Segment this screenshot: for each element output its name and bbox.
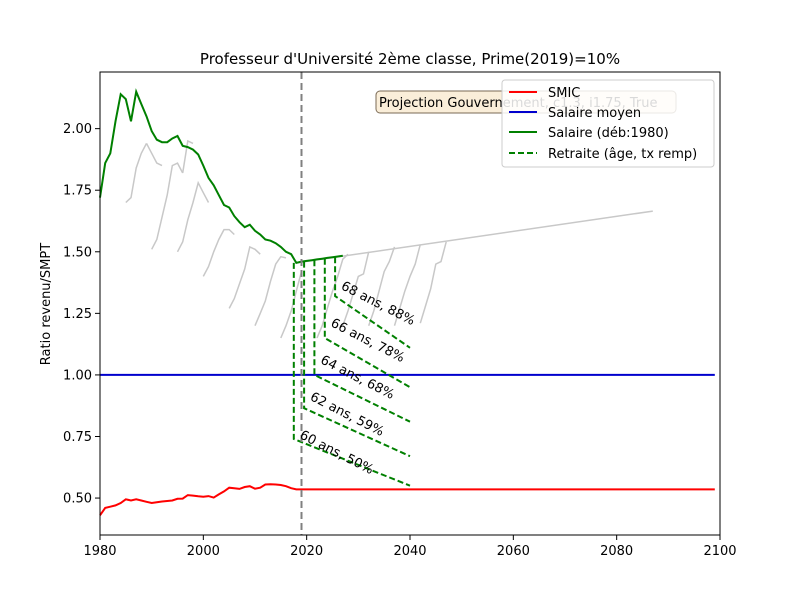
x-axis-ticks: 1980 2000 2020 2040 2060 2080 2100 xyxy=(83,535,737,559)
x-tick-label-2080: 2080 xyxy=(600,544,633,559)
grey-curve-2 xyxy=(151,162,184,250)
y-tick-label-1: 0.75 xyxy=(63,430,92,445)
grey-curve-7 xyxy=(254,255,287,326)
grey-curves xyxy=(125,139,653,339)
retraite-line-1 xyxy=(303,261,411,458)
y-tick-label-5: 1.75 xyxy=(63,184,92,199)
chart-title: Professeur d'Université 2ème classe, Pri… xyxy=(200,50,620,68)
grey-curve-13 xyxy=(393,244,422,326)
grey-curve-10 xyxy=(316,253,349,339)
grey-curve-4 xyxy=(176,180,210,253)
grey-curve-11 xyxy=(342,251,370,326)
x-tick-label-2060: 2060 xyxy=(497,544,530,559)
y-axis-ticks: 0.50 0.75 1.00 1.25 1.50 1.75 2.00 xyxy=(63,122,100,507)
x-tick-label-1980: 1980 xyxy=(83,544,116,559)
x-tick-label-2040: 2040 xyxy=(393,544,426,559)
grey-curve-6 xyxy=(228,245,261,309)
legend-label-salaire-moyen: Salaire moyen xyxy=(548,106,641,121)
series-lines xyxy=(99,88,715,516)
y-axis-label: Ratio revenu/SMPT xyxy=(39,243,54,365)
y-tick-label-6: 2.00 xyxy=(63,122,92,137)
y-tick-label-4: 1.50 xyxy=(63,245,92,260)
legend-label-retraite: Retraite (âge, tx remp) xyxy=(548,147,697,162)
grey-curve-5 xyxy=(202,228,235,277)
legend-label-smic: SMIC xyxy=(548,86,580,101)
retraite-line-3 xyxy=(323,258,411,389)
y-tick-label-0: 0.50 xyxy=(63,492,92,507)
legend-label-salaire: Salaire (déb:1980) xyxy=(548,126,669,141)
grey-curve-1 xyxy=(145,143,163,167)
grey-curve-12 xyxy=(367,246,396,326)
grey-curve-0 xyxy=(125,143,148,204)
retraite-line-4 xyxy=(334,257,411,349)
grey-curve-14 xyxy=(419,241,447,324)
x-tick-label-2100: 2100 xyxy=(703,544,736,559)
y-tick-label-3: 1.25 xyxy=(63,307,92,322)
retraite-line-2 xyxy=(313,260,411,423)
legend-frame xyxy=(501,79,715,168)
retraite-line-0 xyxy=(292,262,411,487)
legend: SMIC Salaire moyen Salaire (déb:1980) Re… xyxy=(501,79,715,168)
grey-curve-3 xyxy=(181,139,194,174)
grey-curve-8 xyxy=(280,271,303,339)
x-tick-label-2020: 2020 xyxy=(290,544,323,559)
x-tick-label-2000: 2000 xyxy=(187,544,220,559)
grey-curve-9 xyxy=(296,210,653,264)
y-tick-label-2: 1.00 xyxy=(63,368,92,383)
smic-line xyxy=(99,483,715,516)
